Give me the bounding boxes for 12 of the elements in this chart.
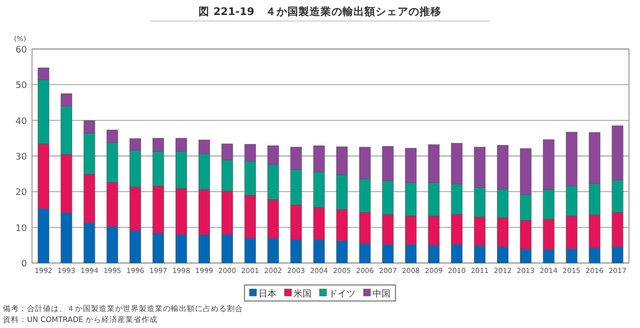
y-tick-label: 10: [16, 224, 28, 234]
y-tick-label: 0: [21, 260, 28, 270]
legend-label: ドイツ: [328, 290, 356, 300]
y-tick-label: 40: [16, 116, 28, 127]
legend-label: 日本: [258, 288, 276, 300]
y-tick-label: 20: [16, 188, 28, 198]
legend-label: 米国: [294, 288, 312, 300]
chart-title: 図 221-19 ４か国製造業の輸出額シェアの推移: [198, 5, 442, 18]
legend-label: 中国: [372, 288, 390, 300]
y-tick-label: 50: [16, 81, 28, 92]
y-tick-label: 30: [16, 152, 28, 162]
y-tick-label: 60: [16, 46, 28, 56]
